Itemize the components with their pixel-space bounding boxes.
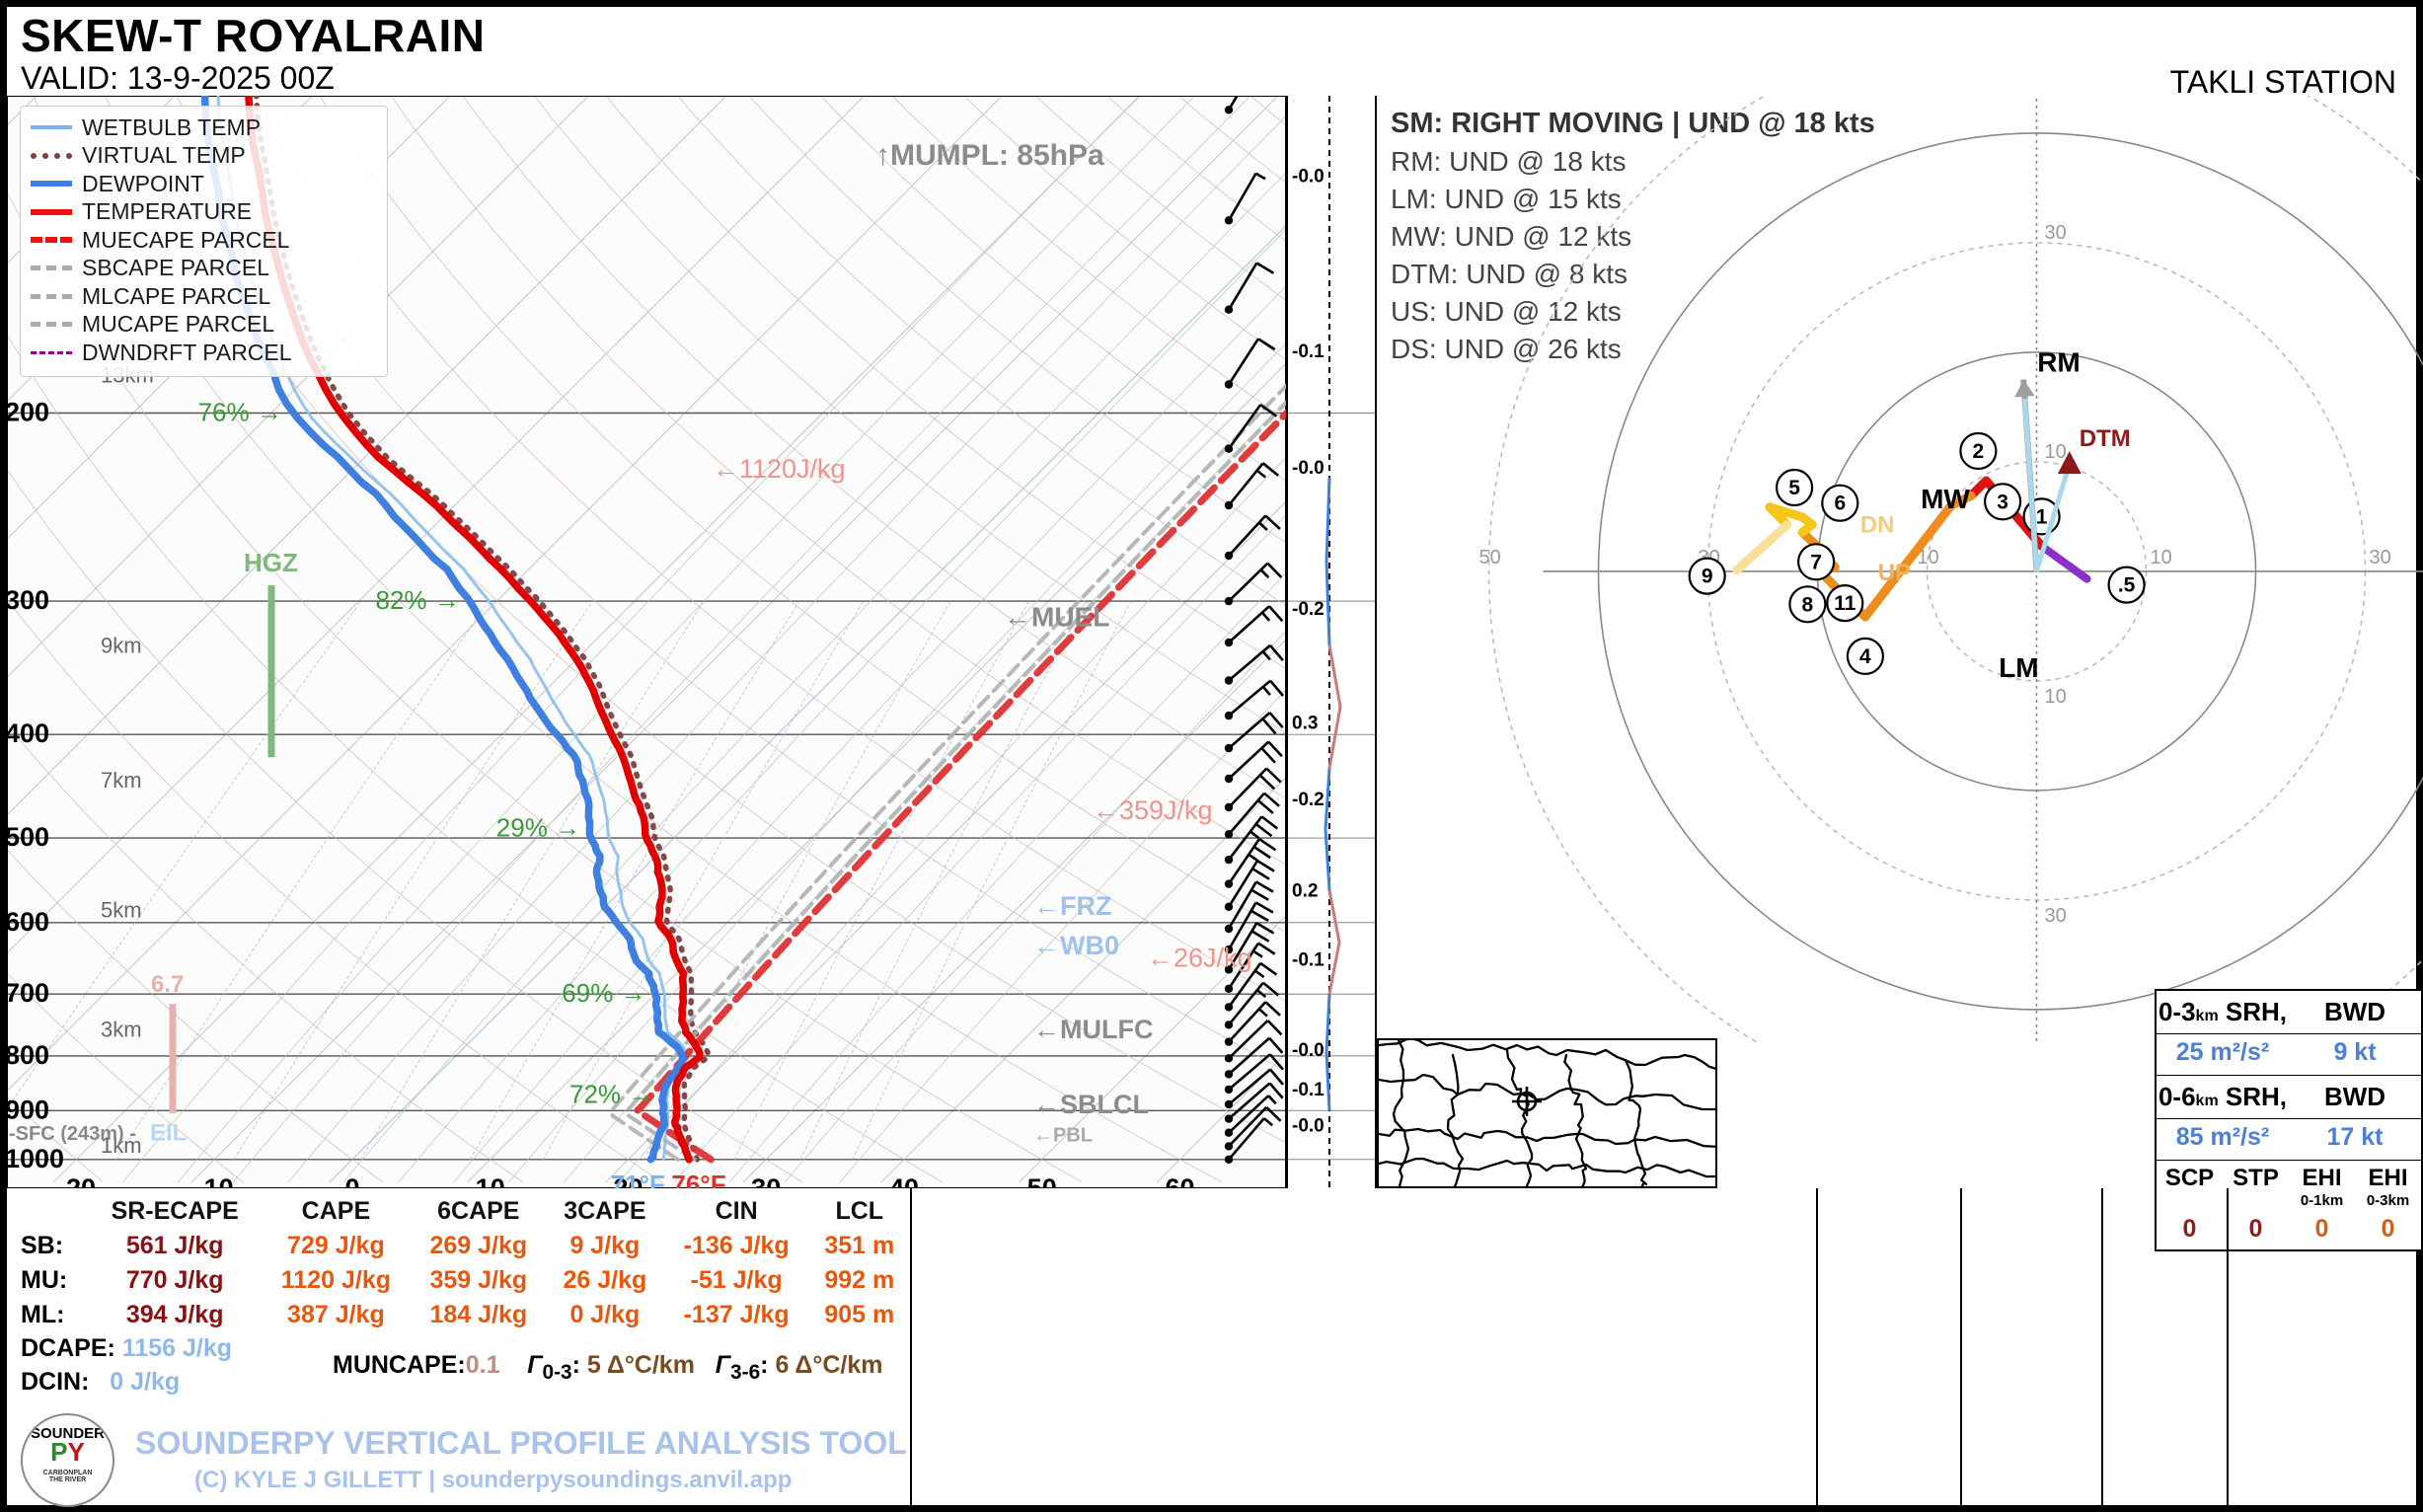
svg-text:8: 8 — [1802, 593, 1814, 616]
svg-text:400: 400 — [7, 718, 49, 748]
svg-text:DTM: DTM — [2080, 425, 2131, 452]
svg-text:0.2: 0.2 — [1292, 880, 1318, 901]
svg-text:30: 30 — [2370, 547, 2391, 568]
svg-text:76% →: 76% → — [198, 398, 282, 427]
svg-text:←SBLCL: ←SBLCL — [1033, 1090, 1149, 1119]
svg-text:10: 10 — [2045, 686, 2067, 708]
svg-text:29% →: 29% → — [496, 813, 580, 843]
svg-text:7km: 7km — [101, 768, 142, 793]
svg-text:-0.1: -0.1 — [1292, 1080, 1325, 1100]
svg-text:←PBL: ←PBL — [1033, 1125, 1093, 1147]
svg-text:600: 600 — [7, 907, 49, 937]
svg-text:↑MUMPL: 85hPa: ↑MUMPL: 85hPa — [875, 139, 1104, 172]
svg-text:-20: -20 — [57, 1173, 96, 1188]
svg-text:200: 200 — [7, 398, 49, 427]
svg-text:0.3: 0.3 — [1292, 713, 1318, 733]
svg-text:-0.0: -0.0 — [1292, 458, 1325, 479]
svg-text:-0.1: -0.1 — [1292, 341, 1325, 362]
svg-text:-0.1: -0.1 — [1292, 949, 1325, 970]
svg-text:6: 6 — [1834, 492, 1846, 515]
svg-text:←MUEL: ←MUEL — [1004, 602, 1109, 633]
svg-text:1: 1 — [2036, 505, 2048, 528]
svg-text:-0.2: -0.2 — [1292, 599, 1325, 620]
svg-text:RM: RM — [2037, 347, 2081, 378]
svg-text:5km: 5km — [101, 898, 142, 923]
svg-text:60: 60 — [1165, 1173, 1194, 1188]
svg-text:76°F: 76°F — [671, 1170, 725, 1188]
svg-text:50: 50 — [1479, 547, 1501, 568]
svg-text:-0.0: -0.0 — [1292, 167, 1325, 188]
svg-text:9km: 9km — [101, 633, 142, 657]
svg-text:3: 3 — [1997, 491, 2008, 513]
svg-text:5: 5 — [1788, 477, 1800, 499]
svg-text:30: 30 — [751, 1173, 781, 1188]
svg-text:9: 9 — [1702, 566, 1713, 588]
svg-text:UP: UP — [1878, 560, 1911, 586]
svg-text:800: 800 — [7, 1040, 49, 1070]
svg-text:82% →: 82% → — [376, 585, 460, 615]
svg-text:1000: 1000 — [7, 1144, 64, 1173]
svg-text:-0.0: -0.0 — [1292, 1116, 1325, 1137]
svg-text:11: 11 — [1834, 592, 1856, 615]
svg-text:LM: LM — [1999, 652, 2038, 683]
svg-text:-10: -10 — [195, 1173, 234, 1188]
svg-text:-0.0: -0.0 — [1292, 1040, 1325, 1061]
svg-text:←WB0: ←WB0 — [1033, 931, 1119, 960]
svg-text:MW: MW — [1921, 484, 1970, 514]
svg-text:3km: 3km — [101, 1018, 142, 1042]
svg-text:←359J/kg: ←359J/kg — [1093, 795, 1213, 825]
svg-text:900: 900 — [7, 1095, 49, 1124]
svg-text:←FRZ: ←FRZ — [1033, 891, 1111, 921]
svg-text:-SFC (243m) -: -SFC (243m) - — [9, 1123, 136, 1145]
svg-text:7: 7 — [1810, 551, 1822, 573]
svg-text:4: 4 — [1859, 645, 1871, 668]
svg-text:←26J/kg: ←26J/kg — [1147, 944, 1252, 973]
svg-text:2: 2 — [1973, 440, 1985, 463]
svg-text:.5: .5 — [2118, 574, 2136, 597]
svg-text:DN: DN — [1860, 511, 1895, 538]
svg-text:300: 300 — [7, 585, 49, 615]
svg-text:72% →: 72% → — [569, 1079, 653, 1108]
svg-text:500: 500 — [7, 822, 49, 852]
svg-text:10: 10 — [2045, 441, 2067, 463]
svg-text:0: 0 — [344, 1173, 359, 1188]
svg-text:EIL: EIL — [150, 1120, 187, 1147]
svg-text:10: 10 — [476, 1173, 505, 1188]
svg-text:HGZ: HGZ — [244, 548, 298, 577]
svg-text:69% →: 69% → — [562, 978, 645, 1008]
svg-text:50: 50 — [1027, 1173, 1057, 1188]
svg-text:10: 10 — [2151, 547, 2172, 568]
svg-text:←MULFC: ←MULFC — [1033, 1015, 1153, 1044]
svg-text:40: 40 — [889, 1173, 919, 1188]
svg-text:6.7: 6.7 — [151, 971, 184, 998]
svg-text:30: 30 — [2045, 905, 2067, 927]
svg-text:-0.2: -0.2 — [1292, 790, 1325, 810]
svg-text:71°F: 71°F — [611, 1170, 665, 1188]
svg-text:30: 30 — [2045, 222, 2067, 244]
svg-text:700: 700 — [7, 978, 49, 1008]
svg-text:←1120J/kg: ←1120J/kg — [713, 454, 846, 484]
